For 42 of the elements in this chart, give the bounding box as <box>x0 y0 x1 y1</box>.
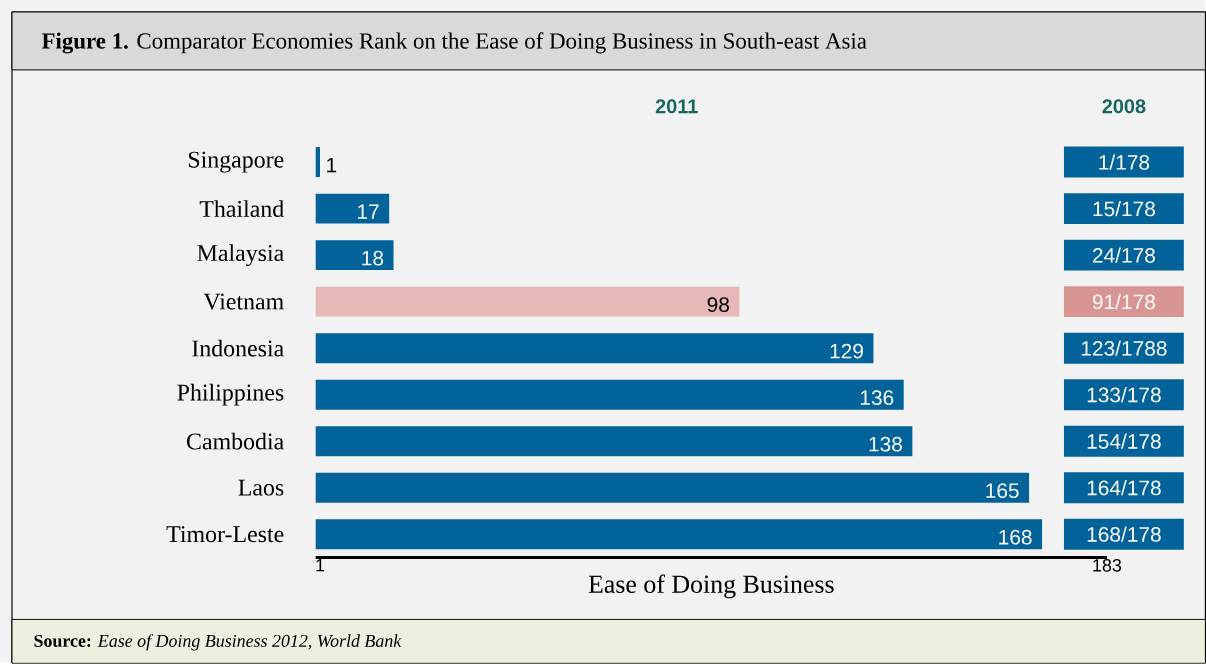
data-label: 168 <box>999 529 1032 545</box>
text: 2008 <box>1102 99 1146 114</box>
y-tick-label: Singapore <box>188 151 284 173</box>
y-tick-label: Vietnam <box>203 293 284 310</box>
text: 154/178 <box>1087 433 1161 449</box>
x-axis-title: Ease of Doing Business <box>588 574 834 599</box>
text: 2011 <box>655 99 698 114</box>
bar <box>315 333 874 364</box>
text: Source: Ease of Doing Business 2012, World Bank <box>34 634 402 651</box>
text: 164/178 <box>1087 480 1161 496</box>
bar <box>315 147 321 178</box>
bar <box>315 286 740 317</box>
data-label: 138 <box>869 436 902 452</box>
data-label: 1 <box>327 158 337 173</box>
y-tick-label: Philippines <box>177 383 284 406</box>
x-tick-label: 183 <box>1093 559 1122 572</box>
text: 1/178 <box>1099 154 1150 170</box>
bar <box>315 379 904 410</box>
data-label: 136 <box>860 390 894 406</box>
text: 168/178 <box>1087 526 1161 542</box>
data-label: 17 <box>358 204 379 219</box>
bar <box>315 519 1043 550</box>
y-tick-label: Timor-Leste <box>166 526 284 543</box>
chart-title: Figure 1. Comparator Economies Rank on the Ease of Doing Business in South-east Asia <box>41 32 867 54</box>
y-tick-label: Thailand <box>199 200 284 218</box>
y-tick-label: Cambodia <box>187 432 284 450</box>
text: 24/178 <box>1092 247 1155 263</box>
text: 123/1788 <box>1081 340 1167 356</box>
text: 133/178 <box>1087 387 1161 403</box>
data-label: 129 <box>830 343 863 359</box>
y-tick-label: Malaysia <box>197 244 284 267</box>
text: 91/178 <box>1092 294 1155 310</box>
data-label: 165 <box>986 483 1019 499</box>
y-tick-label: Laos <box>238 479 284 496</box>
text: 15/178 <box>1093 201 1155 217</box>
bar <box>315 472 1030 503</box>
bar <box>315 426 913 457</box>
y-tick-label: Indonesia <box>192 339 284 357</box>
bar <box>315 193 390 224</box>
data-label: 98 <box>707 297 729 313</box>
data-label: 18 <box>362 250 384 266</box>
bar <box>315 240 394 271</box>
